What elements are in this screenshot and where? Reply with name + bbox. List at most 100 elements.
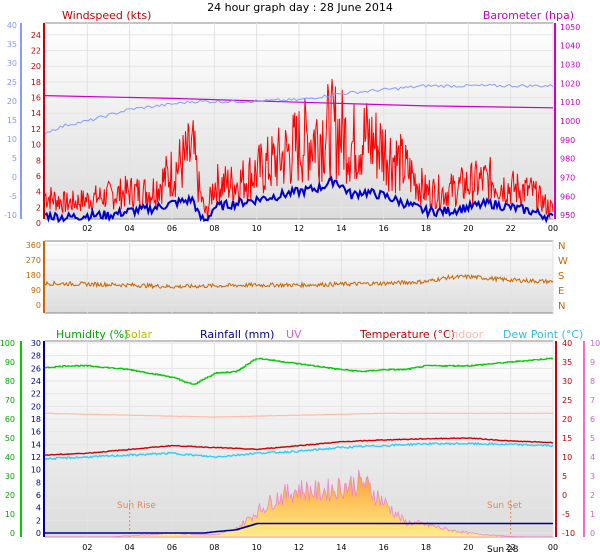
uv-tick-label: 9 (590, 358, 595, 367)
solar-area (45, 469, 553, 538)
temp-tick-label: 35 (562, 358, 572, 367)
wind-tick-label: 14 (31, 109, 41, 118)
graph-title: 24 hour graph day : 28 June 2014 (207, 1, 393, 14)
baro-tick-label: 970 (560, 174, 575, 183)
legend-temperature: Temperature (°C) (359, 328, 455, 341)
rain-tick-label: 24 (31, 377, 41, 386)
baro-axis-title: Barometer (hpa) (483, 9, 574, 22)
temp-tick-label: 25 (562, 396, 572, 405)
legend-indoor: Indoor (448, 328, 484, 341)
sunset-label: Sun Set (487, 501, 522, 511)
humidity-tick-label: 20 (5, 491, 15, 500)
rain-tick-label: 10 (31, 466, 41, 475)
temp-scale-tick-label: 30 (7, 59, 17, 68)
temp-scale-tick-label: 25 (7, 78, 17, 87)
x-tick-label: 02 (82, 543, 92, 552)
rain-tick-label: 30 (31, 339, 41, 348)
uv-tick-label: 10 (590, 339, 600, 348)
compass-label: W (558, 256, 568, 267)
temp-scale-tick-label: 20 (7, 97, 17, 106)
x-tick-label: 20 (463, 224, 473, 233)
legend-solar: Solar (124, 328, 153, 341)
wind-tick-label: 0 (36, 219, 41, 228)
baro-tick-label: 980 (560, 155, 575, 164)
humidity-tick-label: 60 (5, 415, 15, 424)
wind-tick-label: 6 (36, 172, 41, 181)
x-tick-label: 16 (379, 543, 389, 552)
wind-tick-label: 10 (31, 141, 41, 150)
baro-tick-label: 1010 (560, 98, 580, 107)
compass-label: N (558, 241, 565, 252)
wind-tick-label: 16 (31, 94, 41, 103)
x-tick-label: 22 (506, 224, 516, 233)
uv-tick-label: 0 (590, 529, 595, 538)
rain-tick-label: 28 (31, 352, 41, 361)
climate-panel-series (44, 357, 554, 538)
climate-legend: Humidity (%) Solar Rainfall (mm) UV Temp… (56, 328, 583, 341)
legend-humidity: Humidity (%) (56, 328, 128, 341)
rain-tick-label: 22 (31, 390, 41, 399)
wind-avg-series-line (44, 175, 554, 224)
temp-tick-label: 0 (562, 491, 567, 500)
wind-series-line (44, 78, 554, 220)
baro-tick-label: 1020 (560, 79, 580, 88)
rain-tick-label: 2 (36, 516, 41, 525)
compass-label: E (558, 286, 564, 297)
temp-tick-label: 10 (562, 453, 572, 462)
temp-scale-tick-label: 10 (7, 135, 17, 144)
rain-tick-label: 20 (31, 402, 41, 411)
wind-axis-title: Windspeed (kts) (62, 9, 151, 22)
direction-series-line (44, 273, 554, 290)
baro-tick-label: 990 (560, 136, 575, 145)
x-tick-label: 20 (463, 543, 473, 552)
humidity-tick-label: 0 (10, 529, 15, 538)
gust-series-line (44, 83, 554, 135)
humidity-tick-label: 30 (5, 472, 15, 481)
wind-tick-label: 24 (31, 31, 41, 40)
x-tick-label: 12 (294, 224, 304, 233)
legend-rainfall: Rainfall (mm) (200, 328, 274, 341)
temp-scale-tick-label: 15 (7, 116, 17, 125)
temp-tick-label: 15 (562, 434, 572, 443)
uv-tick-label: 5 (590, 434, 595, 443)
x-tick-label: 04 (125, 224, 135, 233)
x-tick-label: 06 (167, 224, 177, 233)
baro-tick-label: 1050 (560, 23, 580, 32)
rain-tick-label: 14 (31, 440, 41, 449)
temp-tick-label: 40 (562, 339, 572, 348)
sun-day-label: Sun 28 (487, 545, 519, 555)
humidity-line (45, 357, 553, 385)
x-tick-label: 10 (252, 224, 262, 233)
legend-uv: UV (286, 328, 302, 341)
x-tick-label: 18 (421, 543, 431, 552)
humidity-tick-label: 50 (5, 434, 15, 443)
wind-tick-label: 12 (31, 125, 41, 134)
humidity-tick-label: 80 (5, 377, 15, 386)
temp-scale-tick-label: 0 (12, 173, 17, 182)
rain-tick-label: 26 (31, 364, 41, 373)
baro-series-line (44, 95, 554, 109)
rain-tick-label: 4 (36, 504, 41, 513)
temp-tick-label: -10 (562, 529, 575, 538)
temp-tick-label: 30 (562, 377, 572, 386)
wind-tick-label: 8 (36, 156, 41, 165)
rain-tick-label: 6 (36, 491, 41, 500)
uv-tick-label: 2 (590, 491, 595, 500)
direction-panel-series (44, 273, 554, 290)
wind-tick-label: 22 (31, 47, 41, 56)
baro-tick-label: 1000 (560, 117, 580, 126)
humidity-tick-label: 100 (0, 339, 15, 348)
temp-scale-tick-label: 5 (12, 154, 17, 163)
humidity-tick-label: 40 (5, 453, 15, 462)
x-tick-label: 12 (294, 543, 304, 552)
x-tick-label: 00 (548, 224, 558, 233)
direction-tick-label: 90 (31, 286, 41, 295)
temperature-line (45, 437, 554, 456)
wind-tick-label: 20 (31, 62, 41, 71)
temp-tick-label: 5 (562, 472, 567, 481)
rain-tick-label: 8 (36, 478, 41, 487)
baro-tick-label: 1030 (560, 60, 580, 69)
uv-tick-label: 6 (590, 415, 595, 424)
